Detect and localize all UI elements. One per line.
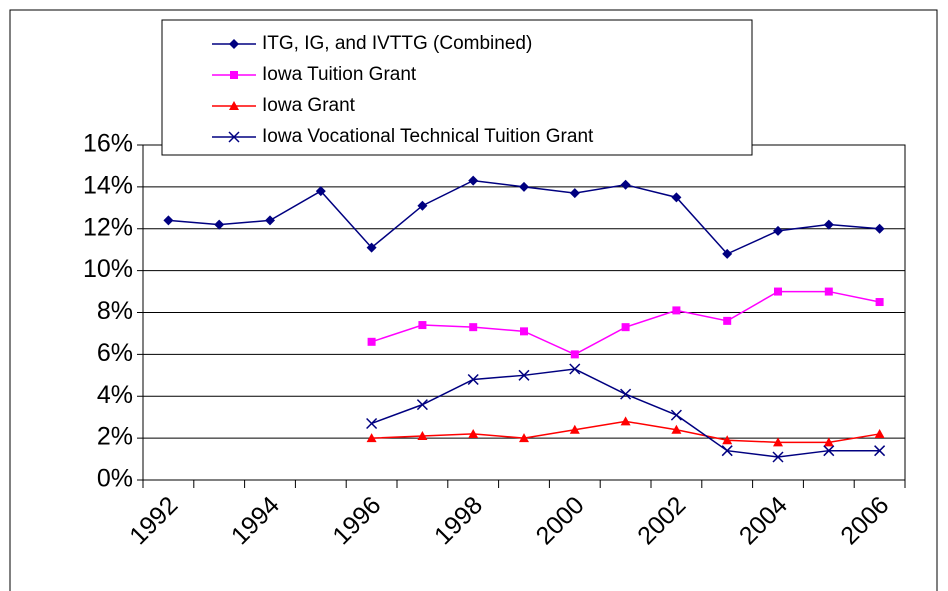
marker <box>417 431 428 441</box>
marker <box>468 175 479 186</box>
y-tick-label: 6% <box>97 339 133 367</box>
marker <box>366 433 377 443</box>
legend-marker <box>230 71 238 79</box>
marker <box>570 350 579 359</box>
y-tick-label: 10% <box>83 255 133 283</box>
marker <box>721 445 733 457</box>
legend-marker <box>229 101 239 110</box>
marker <box>672 306 681 315</box>
marker <box>772 451 784 463</box>
marker <box>416 399 428 411</box>
marker <box>520 327 528 336</box>
legend: ITG, IG, and IVTTG (Combined) Iowa Tuitio… <box>161 19 753 156</box>
marker <box>722 435 733 445</box>
marker <box>315 186 326 197</box>
marker <box>367 337 376 346</box>
marker <box>823 445 835 457</box>
legend-marker <box>228 131 240 143</box>
marker <box>469 323 478 332</box>
marker <box>671 192 682 203</box>
y-tick-label: 16% <box>83 130 133 158</box>
marker <box>519 181 529 192</box>
marker <box>163 215 174 226</box>
marker <box>874 445 886 457</box>
marker <box>875 298 884 307</box>
marker <box>723 316 732 325</box>
marker <box>518 369 530 381</box>
marker <box>823 437 834 447</box>
marker <box>569 363 581 375</box>
marker <box>418 321 427 330</box>
marker <box>417 200 428 211</box>
marker <box>366 417 378 429</box>
marker <box>874 428 885 438</box>
marker <box>467 373 479 386</box>
marker <box>265 215 275 226</box>
marker <box>824 287 833 296</box>
marker <box>519 433 529 443</box>
marker <box>774 287 782 296</box>
legend-label: Iowa Tuition Grant <box>262 64 417 85</box>
marker <box>670 409 682 421</box>
y-tick-label: 14% <box>83 171 133 199</box>
marker <box>620 416 631 426</box>
legend-label: Iowa Vocational Technical Tuition Grant <box>262 126 594 147</box>
legend-label: Iowa Grant <box>262 95 356 116</box>
legend-marker <box>229 39 239 49</box>
legend-box <box>161 19 753 156</box>
marker <box>773 225 783 236</box>
y-tick-label: 12% <box>83 213 133 241</box>
y-tick-label: 2% <box>97 423 133 451</box>
marker <box>722 248 733 259</box>
legend-label: ITG, IG, and IVTTG (Combined) <box>262 33 532 54</box>
marker <box>621 323 630 332</box>
chart-frame <box>9 9 938 591</box>
marker <box>773 437 783 447</box>
marker <box>620 179 631 190</box>
marker <box>569 188 580 199</box>
marker <box>468 428 479 438</box>
marker <box>366 242 377 253</box>
y-tick-label: 4% <box>97 381 133 409</box>
marker <box>620 388 632 400</box>
y-tick-label: 0% <box>97 465 133 493</box>
marker <box>823 219 834 230</box>
marker <box>214 219 225 230</box>
y-tick-label: 8% <box>97 297 133 325</box>
marker <box>874 223 885 234</box>
marker <box>671 424 682 434</box>
marker <box>569 424 580 434</box>
